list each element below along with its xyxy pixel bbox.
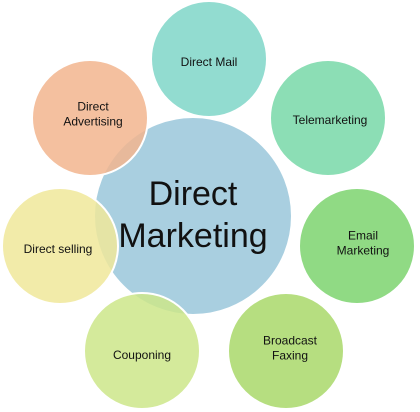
satellite-label: Faxing xyxy=(272,349,308,363)
satellite-label: Direct selling xyxy=(24,242,93,256)
satellite-label: Marketing xyxy=(337,244,390,258)
satellite-circle xyxy=(1,187,119,305)
satellite-direct-mail: Direct Mail xyxy=(150,0,268,118)
center-label-line: Direct xyxy=(149,175,238,213)
satellite-circle xyxy=(227,292,345,410)
satellite-couponing: Couponing xyxy=(83,292,201,410)
center-label-line: Marketing xyxy=(118,217,267,255)
satellite-label: Email xyxy=(348,229,378,243)
satellite-telemarketing: Telemarketing xyxy=(269,59,387,177)
satellite-label: Direct xyxy=(77,100,109,114)
satellite-label: Advertising xyxy=(63,115,122,129)
satellite-circle xyxy=(83,292,201,410)
satellite-circle xyxy=(298,187,416,305)
satellite-circle xyxy=(150,0,268,118)
satellite-label: Telemarketing xyxy=(293,113,368,127)
satellite-label: Direct Mail xyxy=(181,55,238,69)
satellite-label: Couponing xyxy=(113,348,171,362)
satellite-circle xyxy=(31,59,149,177)
satellite-direct-selling: Direct selling xyxy=(1,187,119,305)
satellite-label: Broadcast xyxy=(263,334,318,348)
satellite-circle xyxy=(269,59,387,177)
center-label: Direct Marketing xyxy=(118,175,267,255)
